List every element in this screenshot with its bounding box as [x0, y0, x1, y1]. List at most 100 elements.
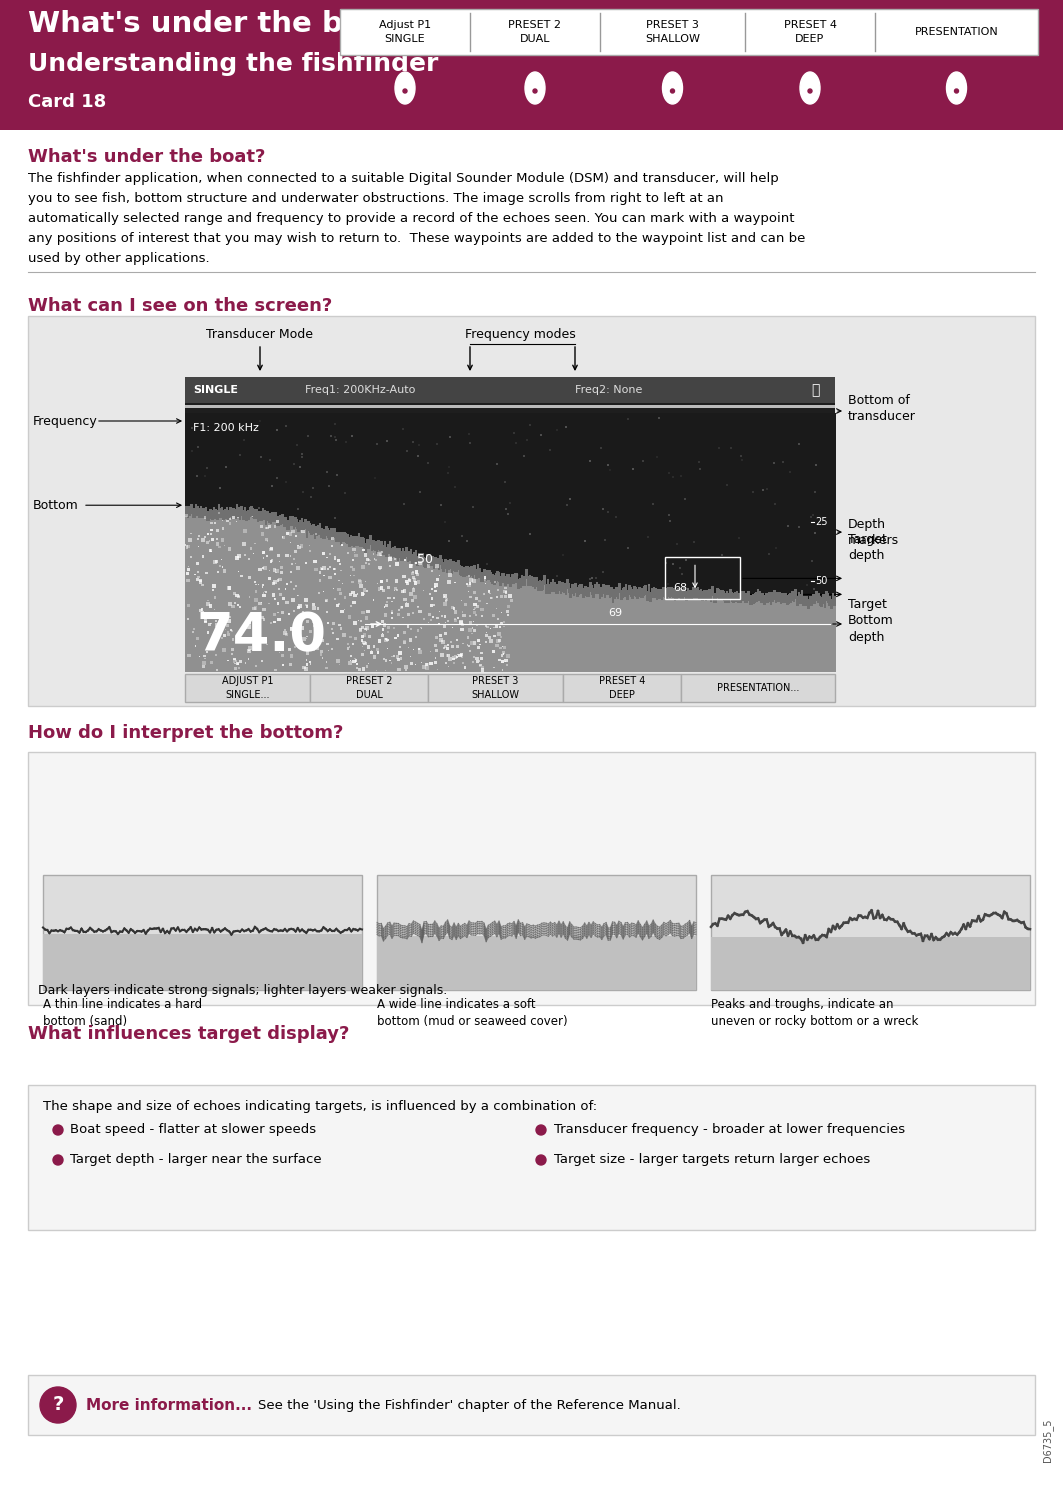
Bar: [403, 630, 406, 633]
Bar: [351, 413, 354, 535]
Bar: [236, 662, 239, 665]
Bar: [326, 622, 328, 625]
Bar: [332, 540, 334, 672]
Bar: [448, 657, 452, 662]
Bar: [454, 619, 456, 622]
Bar: [326, 642, 328, 645]
Bar: [350, 656, 352, 657]
Bar: [383, 623, 386, 626]
Ellipse shape: [800, 71, 820, 104]
Bar: [686, 601, 688, 672]
Bar: [207, 520, 210, 672]
Bar: [340, 628, 342, 629]
Bar: [475, 605, 479, 608]
Bar: [451, 574, 453, 672]
Bar: [231, 519, 233, 672]
Bar: [637, 413, 639, 589]
Bar: [283, 537, 285, 538]
Bar: [285, 553, 289, 558]
Bar: [297, 509, 299, 510]
Bar: [350, 413, 352, 535]
Bar: [371, 541, 373, 550]
Bar: [608, 413, 611, 589]
Bar: [705, 601, 707, 672]
Bar: [348, 547, 351, 672]
Bar: [460, 413, 463, 567]
Bar: [484, 578, 487, 581]
Bar: [345, 440, 348, 443]
Bar: [336, 604, 339, 607]
Bar: [265, 525, 268, 672]
Bar: [304, 413, 306, 519]
Bar: [365, 580, 367, 583]
Bar: [215, 644, 217, 645]
Bar: [446, 473, 449, 474]
Bar: [390, 558, 393, 672]
Bar: [405, 580, 407, 583]
Bar: [507, 413, 510, 574]
Text: Understanding the fishfinder: Understanding the fishfinder: [28, 52, 438, 76]
Bar: [453, 608, 455, 610]
Bar: [420, 553, 422, 564]
Bar: [574, 583, 577, 593]
Bar: [415, 562, 417, 564]
Bar: [806, 605, 808, 672]
Bar: [417, 607, 419, 608]
Bar: [379, 568, 382, 570]
Bar: [399, 645, 401, 648]
Bar: [328, 540, 331, 672]
Bar: [374, 541, 376, 552]
Bar: [763, 413, 766, 595]
Bar: [206, 512, 208, 522]
Bar: [644, 584, 647, 595]
Bar: [540, 434, 542, 436]
Bar: [0, 0, 1063, 129]
Bar: [392, 547, 394, 558]
Bar: [213, 561, 217, 564]
Bar: [382, 546, 385, 556]
Bar: [301, 528, 303, 672]
Bar: [205, 571, 208, 574]
Bar: [514, 583, 517, 672]
Bar: [571, 595, 574, 672]
Text: Transducer frequency - broader at lower frequencies: Transducer frequency - broader at lower …: [554, 1123, 905, 1136]
Bar: [668, 596, 670, 672]
Bar: [726, 413, 728, 590]
Bar: [336, 473, 338, 476]
Bar: [580, 413, 584, 583]
Bar: [482, 668, 485, 672]
Bar: [812, 595, 815, 604]
Bar: [309, 495, 311, 498]
Bar: [598, 413, 602, 589]
Bar: [309, 629, 313, 633]
Bar: [598, 589, 602, 599]
Bar: [377, 552, 381, 556]
Bar: [716, 589, 719, 598]
Bar: [602, 593, 605, 672]
Bar: [573, 586, 575, 596]
Bar: [638, 413, 641, 587]
Bar: [309, 663, 311, 665]
Bar: [243, 507, 247, 517]
Bar: [532, 587, 535, 672]
Bar: [341, 544, 343, 546]
Bar: [249, 507, 251, 517]
Bar: [824, 608, 826, 672]
Bar: [338, 604, 339, 605]
Bar: [196, 474, 198, 477]
Bar: [744, 602, 746, 672]
Bar: [680, 474, 682, 477]
Bar: [320, 650, 323, 653]
Bar: [386, 639, 389, 641]
Bar: [568, 593, 571, 672]
Bar: [215, 519, 217, 672]
Bar: [311, 648, 315, 651]
Bar: [250, 506, 253, 516]
Bar: [369, 535, 372, 544]
Bar: [711, 596, 714, 672]
Bar: [628, 584, 630, 595]
Bar: [394, 578, 399, 583]
Bar: [307, 413, 309, 522]
Bar: [698, 590, 701, 599]
Text: ?: ?: [52, 1395, 64, 1414]
